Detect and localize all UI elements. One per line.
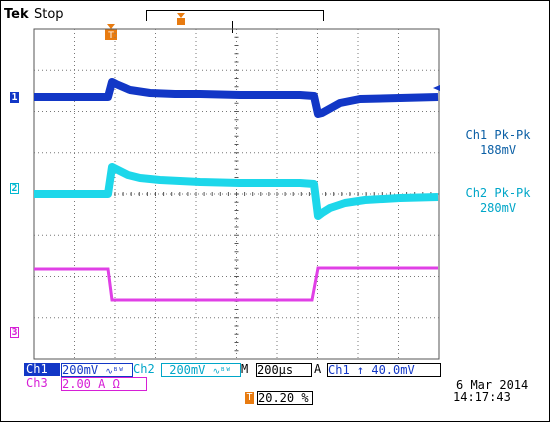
ch2-pkpk-readout: Ch2 Pk-Pk 280mV bbox=[452, 186, 544, 216]
trigger-settings[interactable]: Ch1 ↑ 40.0mV bbox=[327, 363, 441, 377]
ch2-pkpk-label: Ch2 Pk-Pk bbox=[465, 186, 531, 200]
ch2-waveform bbox=[34, 163, 439, 220]
trigger-marker-label: T bbox=[107, 31, 114, 41]
acquisition-state: Stop bbox=[34, 7, 64, 22]
record-bar-divider bbox=[232, 21, 233, 33]
trigger-position-value[interactable]: 20.20 % bbox=[257, 391, 313, 405]
ch1-bandwidth-icon: ∿ᴮᵂ bbox=[105, 367, 124, 377]
ch2-bandwidth-icon: ∿ᴮᵂ bbox=[212, 367, 231, 377]
trigger-position-in-record bbox=[177, 13, 185, 25]
ch2-scale-box[interactable]: 200mV ∿ᴮᵂ bbox=[161, 363, 241, 377]
ch1-pkpk-value: 188mV bbox=[479, 143, 517, 157]
brand-label: Tek bbox=[4, 7, 29, 22]
ch2-scale: 200mV bbox=[169, 363, 206, 377]
ch1-scale: 200mV bbox=[62, 363, 99, 377]
ch1-pkpk-label: Ch1 Pk-Pk bbox=[465, 128, 531, 142]
trigger-mode: A bbox=[314, 362, 322, 376]
date-readout: 6 Mar 2014 bbox=[456, 378, 529, 392]
ch2-pkpk-value: 280mV bbox=[479, 201, 517, 215]
trigger-position-marker-top[interactable]: T bbox=[105, 24, 117, 41]
ch1-scale-box[interactable]: 200mV ∿ᴮᵂ bbox=[61, 363, 133, 377]
ch3-label[interactable]: Ch3 bbox=[26, 376, 48, 390]
ch3-scale[interactable]: 2.00 A Ω bbox=[61, 377, 147, 391]
ch1-waveform bbox=[34, 78, 439, 118]
ch1-label[interactable]: Ch1 bbox=[24, 363, 60, 376]
timebase-label: M bbox=[241, 362, 249, 376]
time-readout: 14:17:43 bbox=[453, 390, 511, 404]
ch3-waveform bbox=[34, 266, 438, 302]
record-length-bar bbox=[146, 10, 324, 33]
ch2-ground-marker[interactable]: 2 bbox=[10, 183, 19, 194]
ch1-ground-marker[interactable]: 1 bbox=[10, 92, 19, 103]
trigger-position-icon: T bbox=[245, 392, 254, 404]
timebase-value[interactable]: 200µs bbox=[256, 363, 312, 377]
ch3-ground-marker[interactable]: 3 bbox=[10, 327, 19, 338]
ch1-pkpk-readout: Ch1 Pk-Pk 188mV bbox=[452, 128, 544, 158]
trigger-level-arrow[interactable] bbox=[433, 85, 440, 91]
ch2-label[interactable]: Ch2 bbox=[133, 362, 155, 376]
